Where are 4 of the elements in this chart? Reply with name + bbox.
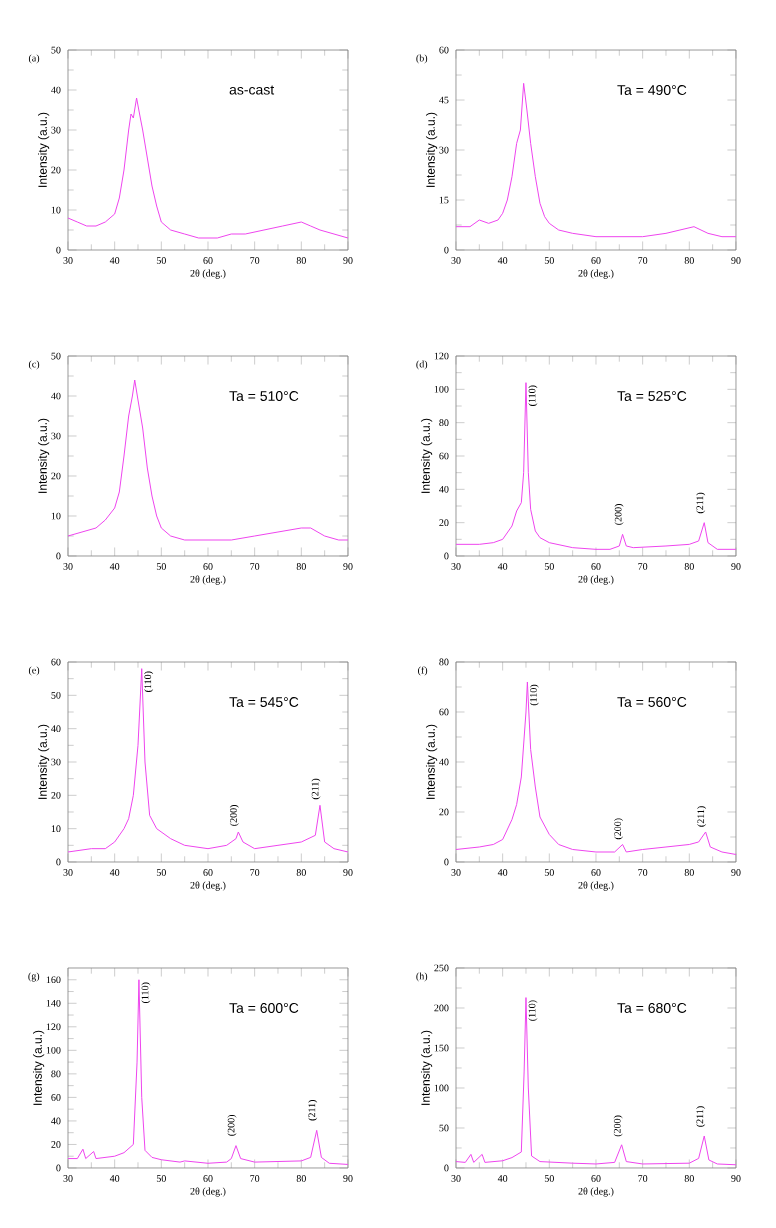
line-series bbox=[455, 997, 737, 1166]
line-series bbox=[67, 668, 349, 853]
line-series bbox=[455, 681, 737, 855]
line-series bbox=[455, 382, 737, 550]
